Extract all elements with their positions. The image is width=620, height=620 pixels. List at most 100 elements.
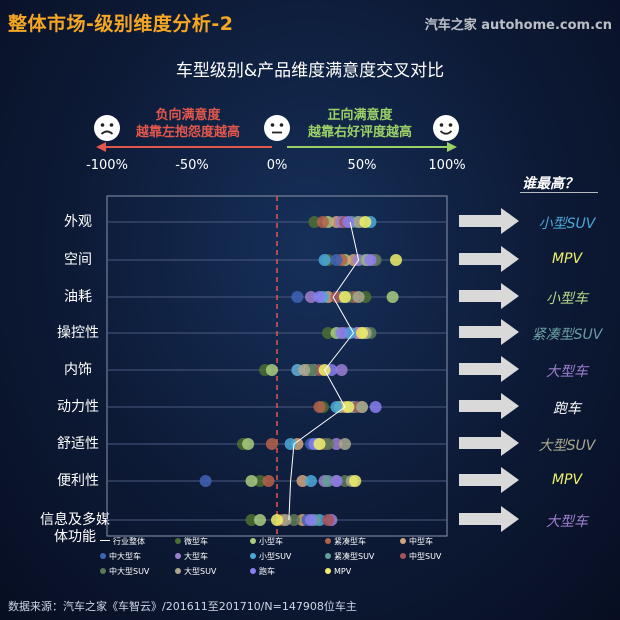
data-points <box>199 216 402 526</box>
dimension-label: 动力性 <box>57 399 99 415</box>
data-point <box>322 327 334 339</box>
dimension-label: 便利性 <box>57 473 99 489</box>
winner-arrow-icon <box>459 393 519 419</box>
winner-arrow-icon <box>459 319 519 345</box>
legend-swatch <box>100 568 106 574</box>
legend-label: 大型车 <box>184 552 208 561</box>
dimension-label: 信息及多媒体功能 <box>40 512 110 545</box>
winner-arrow-icon <box>459 246 519 272</box>
legend-swatch <box>250 538 256 544</box>
data-point <box>356 401 368 413</box>
negative-satisfaction-note: 负向满意度 越靠左抱怨度越高 <box>128 107 248 141</box>
winner-arrow-icon <box>459 430 519 456</box>
data-point <box>288 514 300 526</box>
data-point <box>330 401 343 413</box>
legend-label: 微型车 <box>184 537 208 546</box>
dimension-label: 操控性 <box>57 325 99 341</box>
legend-swatch <box>325 568 331 574</box>
winner-label: MPV <box>551 251 583 267</box>
data-point <box>352 291 365 303</box>
winner-label: 大型SUV <box>538 438 596 454</box>
data-point <box>313 438 326 450</box>
data-point <box>308 216 321 228</box>
data-point <box>265 364 278 376</box>
data-point <box>322 514 334 526</box>
dimension-label: 舒适性 <box>57 436 99 452</box>
legend-swatch <box>175 568 181 574</box>
data-point <box>322 475 334 487</box>
legend-item: 行业整体 <box>100 537 145 547</box>
data-point <box>342 216 355 228</box>
dimension-label: 外观 <box>64 214 92 230</box>
legend-label: 大型SUV <box>184 567 217 576</box>
legend-item: 大型SUV <box>175 567 216 577</box>
data-point <box>254 514 266 526</box>
legend-item: 小型车 <box>250 537 283 547</box>
legend-item: 中大型SUV <box>100 567 149 577</box>
neutral-face-icon <box>264 115 290 141</box>
data-point <box>242 438 255 450</box>
legend: 行业整体 微型车 小型车 紧凑型车 中型车 中大型车 大型车 小型SUV 紧凑型SUV 中型SUV… <box>100 537 460 585</box>
data-point <box>322 438 334 450</box>
legend-label: 小型车 <box>259 537 283 546</box>
x-tick-label: 50% <box>347 158 377 173</box>
data-point <box>356 327 368 339</box>
x-tick-label: 100% <box>428 158 466 173</box>
data-point <box>390 254 402 266</box>
positive-arrow-head <box>447 142 457 152</box>
data-point <box>262 475 275 487</box>
winner-label: 紧凑型SUV <box>531 327 603 343</box>
negative-line1: 负向满意度 <box>155 108 221 123</box>
data-point <box>245 475 258 487</box>
legend-item: 小型SUV <box>250 552 291 562</box>
data-point <box>296 475 309 487</box>
data-point <box>339 438 351 450</box>
data-point <box>271 514 283 526</box>
data-point <box>335 327 348 339</box>
data-point <box>291 291 304 303</box>
winner-label: 大型车 <box>546 364 588 380</box>
legend-label: 中大型SUV <box>109 567 150 576</box>
data-point <box>305 475 317 487</box>
winner-header-underline <box>520 192 598 193</box>
data-point <box>339 291 351 303</box>
data-point <box>245 514 258 526</box>
winner-label: 跑车 <box>553 401 581 417</box>
legend-swatch <box>100 553 106 559</box>
data-point <box>330 475 343 487</box>
legend-swatch <box>400 538 406 544</box>
legend-label: 小型SUV <box>259 552 292 561</box>
legend-swatch <box>175 553 181 559</box>
winner-header: 谁最高？ <box>522 176 578 192</box>
winner-arrow-icon <box>459 283 519 309</box>
data-point <box>305 291 317 303</box>
x-tick-label: -100% <box>86 158 128 173</box>
x-tick-label: -50% <box>175 158 209 173</box>
data-point <box>254 475 266 487</box>
data-point <box>265 438 278 450</box>
brand-watermark: 汽车之家 autohome.com.cn <box>424 18 612 33</box>
legend-item: 紧凑型车 <box>325 537 366 547</box>
legend-label: MPV <box>334 567 352 576</box>
legend-label: 紧凑型SUV <box>334 552 375 561</box>
sad-face-icon <box>94 115 120 141</box>
legend-swatch <box>250 553 256 559</box>
header: 整体市场-级别维度分析-2 汽车之家 autohome.com.cn <box>0 0 620 44</box>
page-title: 整体市场-级别维度分析-2 <box>8 13 234 35</box>
legend-label: 中型车 <box>409 537 433 546</box>
winner-label: 大型车 <box>546 514 588 530</box>
data-point <box>318 254 331 266</box>
winner-arrow-icon <box>459 506 519 532</box>
dimension-label: 油耗 <box>64 289 92 305</box>
positive-satisfaction-note: 正向满意度 越靠右好评度越高 <box>300 107 420 141</box>
data-point <box>330 254 343 266</box>
data-point <box>344 327 357 339</box>
legend-swatch <box>175 538 181 544</box>
legend-item: 跑车 <box>250 567 275 577</box>
negative-line2: 越靠左抱怨度越高 <box>135 125 240 140</box>
legend-label: 中大型车 <box>109 552 141 561</box>
legend-label: 跑车 <box>259 567 275 576</box>
winner-arrow-icon <box>459 356 519 382</box>
data-point <box>386 291 399 303</box>
